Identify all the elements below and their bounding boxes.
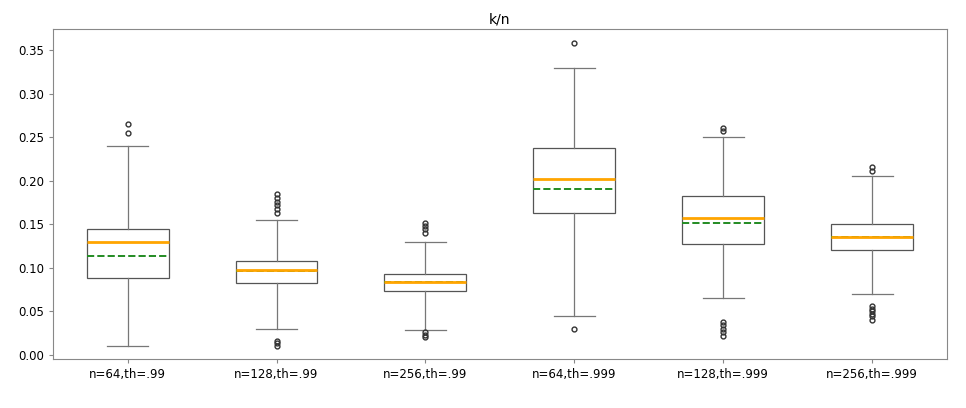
PathPatch shape — [682, 196, 764, 244]
PathPatch shape — [236, 261, 318, 284]
Title: k/n: k/n — [489, 12, 511, 26]
PathPatch shape — [87, 228, 168, 278]
PathPatch shape — [384, 274, 467, 291]
PathPatch shape — [832, 224, 913, 251]
PathPatch shape — [533, 148, 615, 213]
